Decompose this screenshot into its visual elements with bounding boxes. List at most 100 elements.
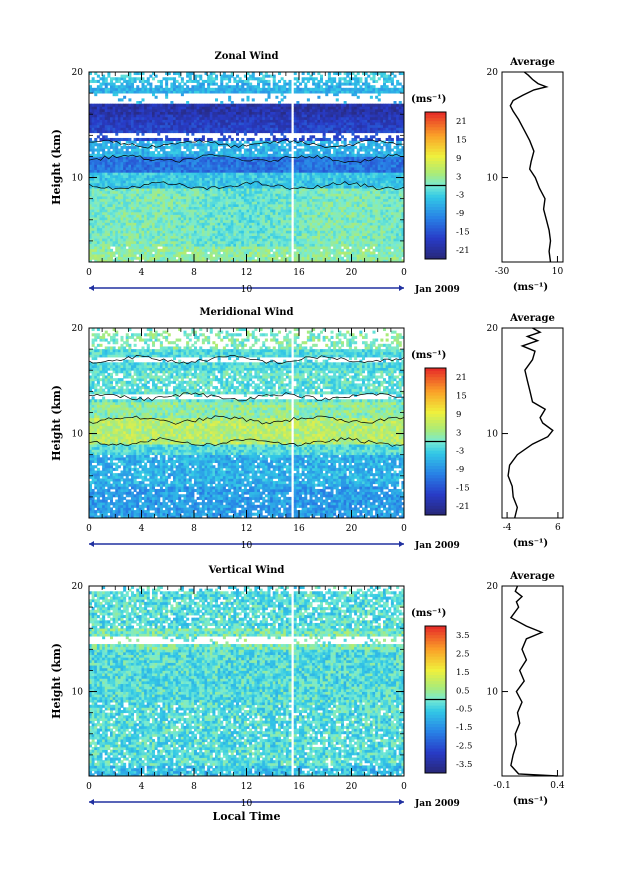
colorbar-tick-label: 15 — [456, 136, 467, 146]
y-tick-label: 10 — [72, 430, 84, 440]
colorbar-tick-label: 3.5 — [456, 631, 470, 641]
average-frame — [502, 72, 563, 262]
colorbar-segment — [425, 693, 446, 697]
colorbar-tick-label: -2.5 — [456, 741, 472, 751]
colorbar-segment — [425, 475, 446, 479]
colorbar-segment — [425, 244, 446, 248]
date-marker: 10 — [241, 285, 253, 295]
colorbar-segment — [425, 112, 446, 116]
colorbar-segment — [425, 133, 446, 137]
colorbar-segment — [425, 124, 446, 128]
colorbar-segment — [425, 225, 446, 229]
colorbar-segment — [425, 451, 446, 455]
colorbar-segment — [425, 115, 446, 119]
colorbar-segment — [425, 448, 446, 452]
x-tick-label: 0 — [86, 268, 92, 278]
average-x-tick-label: -0.1 — [493, 781, 510, 791]
average-unit: (ms⁻¹) — [513, 538, 548, 549]
colorbar-segment — [425, 207, 446, 211]
colorbar-tick-label: 3 — [456, 428, 461, 438]
colorbar-segment — [425, 176, 446, 180]
colorbar-segment — [425, 749, 446, 753]
colorbar-segment — [425, 247, 446, 251]
colorbar-tick-label: -9 — [456, 465, 464, 475]
colorbar-segment — [425, 149, 446, 153]
colorbar-segment — [425, 405, 446, 409]
colorbar-segment — [425, 635, 446, 639]
colorbar-tick-label: 1.5 — [456, 668, 470, 678]
colorbar-segment — [425, 152, 446, 156]
colorbar-segment — [425, 715, 446, 719]
colorbar-segment — [425, 137, 446, 141]
colorbar-segment — [425, 393, 446, 397]
x-tick-label: 4 — [139, 524, 145, 534]
colorbar-segment — [425, 127, 446, 131]
colorbar-tick-label: -15 — [456, 483, 470, 493]
colorbar-segment — [425, 130, 446, 134]
average-x-tick-label: -30 — [495, 267, 510, 277]
colorbar-segment — [425, 767, 446, 771]
colorbar-segment — [425, 487, 446, 491]
colorbar-segment — [425, 192, 446, 196]
colorbar-segment — [425, 752, 446, 756]
colorbar-segment — [425, 644, 446, 648]
x-tick-label: 16 — [293, 268, 305, 278]
colorbar-segment — [425, 222, 446, 226]
y-tick-label: 20 — [72, 324, 84, 334]
colorbar-segment — [425, 758, 446, 762]
colorbar-segment — [425, 742, 446, 746]
x-tick-label: 4 — [139, 782, 145, 792]
colorbar-segment — [425, 660, 446, 664]
colorbar-segment — [425, 657, 446, 661]
x-tick-label: 20 — [346, 268, 358, 278]
average-y-tick-label: 10 — [487, 174, 499, 184]
colorbar-segment — [425, 669, 446, 673]
colorbar-segment — [425, 179, 446, 183]
x-tick-label: 12 — [241, 268, 252, 278]
colorbar-segment — [425, 709, 446, 713]
average-y-tick-label: 20 — [487, 324, 499, 334]
colorbar-segment — [425, 155, 446, 159]
colorbar-segment — [425, 666, 446, 670]
colorbar-segment — [425, 158, 446, 162]
x-tick-label: 0 — [86, 524, 92, 534]
colorbar-segment — [425, 389, 446, 393]
colorbar-segment — [425, 724, 446, 728]
colorbar-segment — [425, 718, 446, 722]
colorbar-segment — [425, 672, 446, 676]
colorbar-segment — [425, 727, 446, 731]
colorbar-segment — [425, 420, 446, 424]
colorbar-segment — [425, 235, 446, 239]
colorbar-segment — [425, 201, 446, 205]
colorbar-segment — [425, 399, 446, 403]
colorbar-segment — [425, 161, 446, 165]
colorbar-segment — [425, 745, 446, 749]
colorbar-segment — [425, 204, 446, 208]
colorbar-segment — [425, 445, 446, 449]
date-marker: 10 — [241, 799, 253, 809]
average-profile-line — [511, 586, 558, 776]
colorbar-unit: (ms⁻¹) — [411, 94, 446, 105]
colorbar-tick-label: -15 — [456, 227, 470, 237]
colorbar-segment — [425, 690, 446, 694]
colorbar-segment — [425, 647, 446, 651]
average-title: Average — [509, 313, 555, 324]
colorbar-segment — [425, 380, 446, 384]
colorbar-segment — [425, 641, 446, 645]
colorbar-tick-label: 0.5 — [456, 686, 470, 696]
colorbar-segment — [425, 414, 446, 418]
colorbar-segment — [425, 761, 446, 765]
average-profile-line — [508, 328, 553, 518]
panel-title: Vertical Wind — [208, 565, 285, 576]
y-axis-label: Height (km) — [50, 385, 63, 461]
date-marker: 10 — [241, 541, 253, 551]
average-y-tick-label: 10 — [487, 430, 499, 440]
colorbar-tick-label: -3 — [456, 447, 464, 457]
x-tick-label: 8 — [191, 782, 197, 792]
colorbar-segment — [425, 228, 446, 232]
colorbar-segment — [425, 706, 446, 710]
colorbar-segment — [425, 146, 446, 150]
colorbar-segment — [425, 721, 446, 725]
colorbar-segment — [425, 730, 446, 734]
y-tick-label: 10 — [72, 174, 84, 184]
